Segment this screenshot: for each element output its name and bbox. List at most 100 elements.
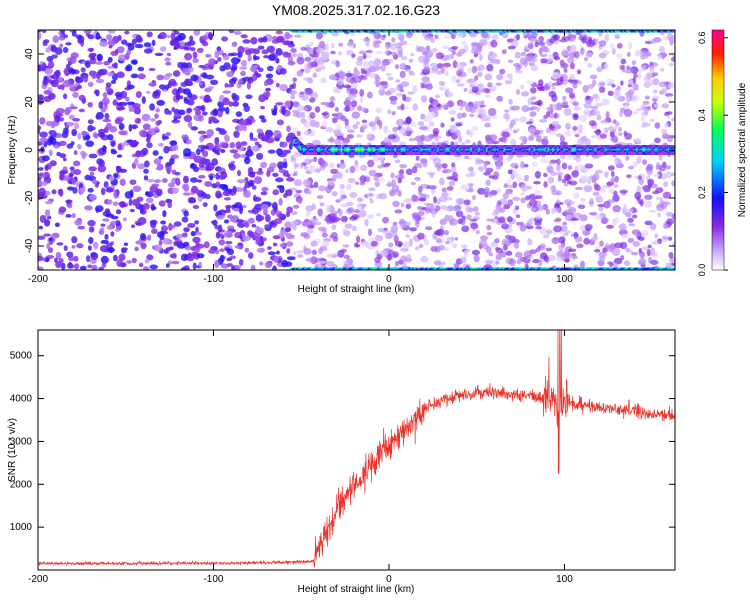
- spectrogram-cell: [236, 219, 244, 223]
- spectrogram-cell: [216, 214, 225, 220]
- spectrogram-cell: [99, 227, 105, 236]
- spectrogram-cell: [563, 250, 571, 258]
- spectrogram-cell: [374, 181, 380, 188]
- spectrogram-cell: [169, 224, 176, 229]
- spectrogram-cell: [135, 91, 142, 98]
- spectrogram-cell: [558, 244, 564, 252]
- spectrogram-cell: [367, 214, 375, 219]
- spectrogram-cell: [344, 223, 353, 229]
- spectrogram-cell: [425, 83, 433, 91]
- spectrogram-cell: [661, 88, 668, 94]
- spectrogram-cell: [293, 162, 298, 170]
- spectrogram-cell: [88, 153, 98, 159]
- spectrogram-cell: [198, 114, 204, 122]
- spectrogram-cell: [196, 47, 204, 54]
- spectrogram-cell: [60, 262, 66, 270]
- spectrogram-cell: [380, 63, 386, 72]
- spectrogram-cell: [512, 196, 521, 202]
- spectrogram-cell: [177, 61, 184, 69]
- spectrogram-cell: [353, 66, 358, 73]
- spectrogram-cell: [160, 46, 167, 52]
- spectrogram-cell: [195, 241, 200, 246]
- spectrogram-cell: [49, 79, 53, 84]
- spectrogram-cell: [418, 243, 424, 249]
- spectrogram-cell: [71, 245, 76, 249]
- spectrogram-cell: [155, 120, 161, 126]
- spectrogram-cell: [195, 156, 203, 160]
- spectrogram-cell: [526, 33, 533, 39]
- spectrogram-cell: [226, 248, 235, 255]
- spectrogram-cell: [141, 113, 151, 122]
- spectrogram-cell: [368, 169, 377, 177]
- spectrogram-cell: [440, 205, 448, 210]
- spectrogram-cell: [291, 53, 298, 58]
- spectrogram-cell: [184, 52, 193, 61]
- spectrogram-cell: [117, 106, 126, 111]
- spectrogram-cell: [665, 171, 672, 179]
- spectrogram-cell: [42, 79, 48, 86]
- spectrogram-cell: [650, 39, 657, 44]
- spectrogram-cell: [520, 197, 526, 204]
- spectrogram-cell: [515, 221, 525, 226]
- spectrogram-cell: [134, 43, 144, 49]
- x-tick-label: 100: [556, 574, 573, 585]
- y-tick-label: 40: [24, 48, 35, 60]
- spectrogram-cell: [536, 134, 542, 142]
- spectrogram-cell: [503, 113, 510, 120]
- spectrogram-cell: [671, 180, 675, 187]
- spectrogram-cell: [398, 173, 405, 180]
- spectrogram-cell: [265, 214, 271, 223]
- spectrogram-cell: [77, 144, 82, 150]
- spectrogram-cell: [411, 122, 418, 128]
- edge-line-cell: [672, 30, 675, 33]
- spectrogram-cell: [45, 257, 50, 263]
- spectrogram-cell: [203, 96, 211, 103]
- spectrogram-cell: [382, 34, 387, 39]
- spectrogram-cell: [303, 130, 312, 136]
- spectrogram-cell: [586, 39, 595, 48]
- spectrogram-cell: [643, 200, 652, 208]
- spectrogram-cell: [398, 36, 405, 41]
- spectrogram-cell: [451, 46, 459, 50]
- spectrogram-cell: [666, 218, 674, 226]
- spectrogram-cell: [231, 63, 238, 71]
- spectrogram-cell: [435, 52, 444, 60]
- spectrogram-cell: [145, 137, 151, 143]
- spectrogram-cell: [226, 257, 232, 262]
- spectrogram-cell: [276, 133, 282, 139]
- spectrogram-cell: [100, 239, 110, 245]
- spectrogram-cell: [214, 50, 219, 59]
- spectrogram-cell: [309, 97, 316, 103]
- spectrogram-cell: [455, 130, 461, 137]
- spectrogram-cell: [213, 108, 218, 117]
- spectrogram-cell: [355, 59, 363, 66]
- spectrogram-cell: [190, 230, 196, 237]
- spectrogram-cell: [184, 245, 191, 251]
- spectrogram-cell: [261, 118, 267, 123]
- spectrogram-cell: [98, 101, 104, 109]
- spectrogram-cell: [387, 253, 392, 261]
- spectrogram-cell: [330, 50, 336, 55]
- spectrogram-cell: [124, 53, 130, 60]
- spectrogram-cell: [192, 51, 198, 59]
- spectrogram-cell: [620, 58, 627, 65]
- spectrogram-cell: [138, 262, 144, 268]
- spectrogram-cell: [257, 133, 265, 140]
- y-tick-label: 4000: [10, 394, 33, 405]
- spectrogram-cell: [247, 76, 254, 84]
- spectrogram-cell: [173, 70, 181, 77]
- spectrogram-cell: [118, 122, 125, 131]
- spectrogram-cell: [304, 67, 311, 74]
- spectrogram-cell: [192, 205, 200, 209]
- spectrogram-cell: [526, 185, 533, 190]
- spectrogram-cell: [563, 36, 572, 41]
- spectrogram-cell: [556, 102, 562, 111]
- spectrogram-cell: [414, 246, 420, 251]
- spectrogram-cell: [444, 35, 451, 40]
- spectrogram-cell: [231, 57, 240, 65]
- spectrogram-cell: [374, 51, 383, 55]
- spectrogram-cell: [112, 201, 119, 206]
- spectrogram-cell: [612, 217, 617, 226]
- spectrogram-cell: [591, 134, 596, 139]
- spectrogram-cell: [48, 130, 57, 136]
